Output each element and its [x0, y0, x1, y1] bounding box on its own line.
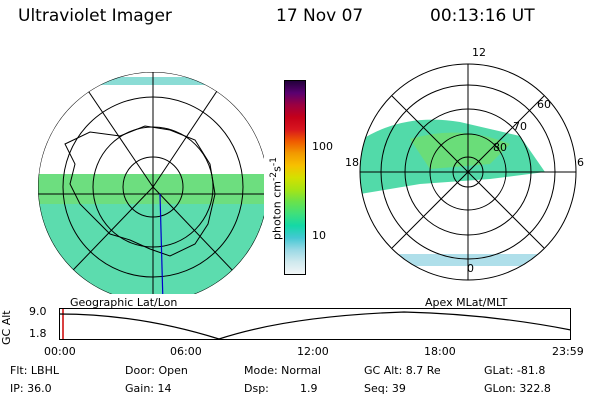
colorbar-tick-10: 10 [312, 229, 326, 242]
status-door: Door: Open [125, 364, 188, 377]
mlt-label-6: 6 [577, 156, 584, 169]
emission-band-upper [10, 59, 264, 67]
status-filter: Flt: LBHL [10, 364, 59, 377]
altitude-xtick-0000: 00:00 [44, 345, 76, 358]
mlt-label-12: 12 [472, 46, 486, 59]
altitude-xtick-2359: 23:59 [552, 345, 584, 358]
altitude-xtick-1200: 12:00 [297, 345, 329, 358]
status-dsp-label: Dsp: [244, 382, 269, 395]
mlat-label-70: 70 [513, 120, 527, 133]
status-seq: Seq: 39 [364, 382, 406, 395]
altitude-ytick-1-8: 1.8 [29, 327, 47, 340]
status-gc-alt: GC Alt: 8.7 Re [364, 364, 441, 377]
date-label: 17 Nov 07 [276, 6, 364, 26]
instrument-title: Ultraviolet Imager [18, 6, 172, 26]
status-gain: Gain: 14 [125, 382, 172, 395]
geographic-map [10, 59, 264, 294]
colorbar-label: photon cm-2s-1 [268, 157, 284, 240]
left-map-caption: Geographic Lat/Lon [70, 296, 178, 309]
status-glat: GLat: -81.8 [484, 364, 546, 377]
altitude-plot [59, 308, 571, 340]
altitude-ytick-9: 9.0 [29, 305, 47, 318]
mlt-label-0: 0 [467, 262, 474, 275]
colorbar-tick-100: 100 [312, 140, 333, 153]
time-label: 00:13:16 UT [430, 6, 535, 26]
apex-map [359, 63, 577, 281]
terminator-line [159, 193, 164, 294]
right-map-caption: Apex MLat/MLT [425, 296, 508, 309]
color-bar [284, 80, 306, 275]
mlat-label-60: 60 [537, 98, 551, 111]
mlat-label-80: 80 [493, 141, 507, 154]
status-ip: IP: 36.0 [10, 382, 52, 395]
status-mode: Mode: Normal [244, 364, 321, 377]
mlt-label-18: 18 [345, 156, 359, 169]
altitude-xtick-0600: 06:00 [170, 345, 202, 358]
altitude-ylabel: GC Alt [0, 310, 13, 345]
coastline [64, 125, 216, 257]
status-dsp-value: 1.9 [300, 382, 318, 395]
status-glon: GLon: 322.8 [484, 382, 551, 395]
altitude-curve [59, 311, 571, 340]
altitude-xtick-1800: 18:00 [424, 345, 456, 358]
